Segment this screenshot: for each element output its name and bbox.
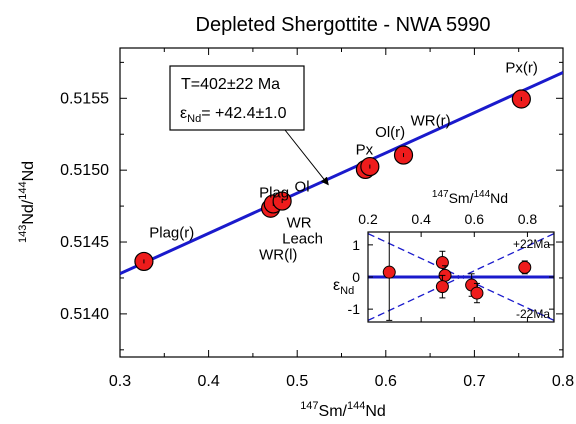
main-x-tick-label: 0.6 [375, 373, 397, 390]
inset-envelope-lower-label: -22Ma [516, 307, 550, 321]
main-x-tick-label: 0.3 [109, 373, 131, 390]
main-point-label: WR(l) [259, 246, 297, 263]
inset-x-tick-label: 0.4 [411, 211, 431, 227]
age-annotation: T=402±22 Ma εNd= +42.4±1.0 [169, 65, 329, 186]
main-x-axis-label: 147Sm/144Nd [300, 400, 386, 420]
annotation-epsilon-value: = +42.4±1.0 [201, 105, 286, 122]
main-point-label: Plag [259, 184, 289, 201]
main-x-tick-label: 0.5 [286, 373, 308, 390]
inset-x-tick-label: 0.8 [518, 211, 538, 227]
inset-plot: 0.2 0.4 0.6 0.8 -1 0 1 +22Ma -22Ma 147Sm/144N… [333, 189, 555, 323]
main-x-tick-label: 0.7 [463, 373, 485, 390]
inset-x-axis: 0.2 0.4 0.6 0.8 [358, 211, 537, 322]
annotation-box [169, 65, 305, 131]
annotation-epsilon-sub: Nd [187, 113, 201, 125]
inset-data-point [435, 256, 449, 270]
inset-y-tick-label: 0 [352, 269, 360, 285]
main-point-label: Px [356, 141, 374, 158]
main-y-tick-label: 0.5145 [60, 234, 109, 251]
annotation-epsilon: εNd= +42.4±1.0 [180, 105, 287, 125]
main-point-label: Leach [282, 230, 323, 247]
isochron-line [120, 71, 563, 276]
annotation-epsilon-symbol: ε [180, 105, 187, 122]
annotation-age: T=402±22 Ma [181, 76, 280, 93]
main-data-points [134, 89, 531, 272]
inset-data-point [382, 265, 396, 279]
main-point-label: Plag(r) [149, 225, 194, 242]
main-y-tick-label: 0.5150 [60, 162, 109, 179]
chart-title: Depleted Shergottite - NWA 5990 [196, 14, 491, 36]
inset-y-tick-label: -1 [348, 301, 361, 317]
inset-data-point [435, 280, 449, 294]
main-y-axis-label: 143Nd/144Nd [17, 161, 37, 243]
inset-envelope-upper-label: +22Ma [513, 237, 550, 251]
main-y-tick-label: 0.5140 [60, 306, 109, 323]
annotation-arrow [284, 129, 329, 186]
inset-x-tick-label: 0.6 [465, 211, 485, 227]
inset-y-tick-label: 1 [352, 237, 360, 253]
main-point-label: WR(r) [411, 113, 451, 130]
inset-data-points [382, 232, 532, 321]
inset-data-point [518, 260, 532, 274]
main-x-tick-label: 0.8 [552, 373, 574, 390]
main-point-label: Px(r) [505, 59, 538, 76]
inset-y-axis: -1 0 1 [348, 237, 554, 317]
main-x-tick-label: 0.4 [197, 373, 219, 390]
inset-x-tick-label: 0.2 [358, 211, 378, 227]
main-point-label: Ol [295, 179, 310, 196]
main-point-label: WR [287, 215, 312, 232]
inset-data-point [470, 286, 484, 300]
main-y-axis: 0.5140 0.5145 0.5150 0.5155 [60, 61, 563, 351]
main-y-tick-label: 0.5155 [60, 90, 109, 107]
main-x-axis: 0.3 0.4 0.5 0.6 0.7 0.8 [109, 48, 574, 390]
inset-x-axis-label: 147Sm/144Nd [432, 189, 508, 206]
inset-y-axis-label: εNd [333, 277, 354, 297]
main-point-label: Ol(r) [375, 124, 405, 141]
